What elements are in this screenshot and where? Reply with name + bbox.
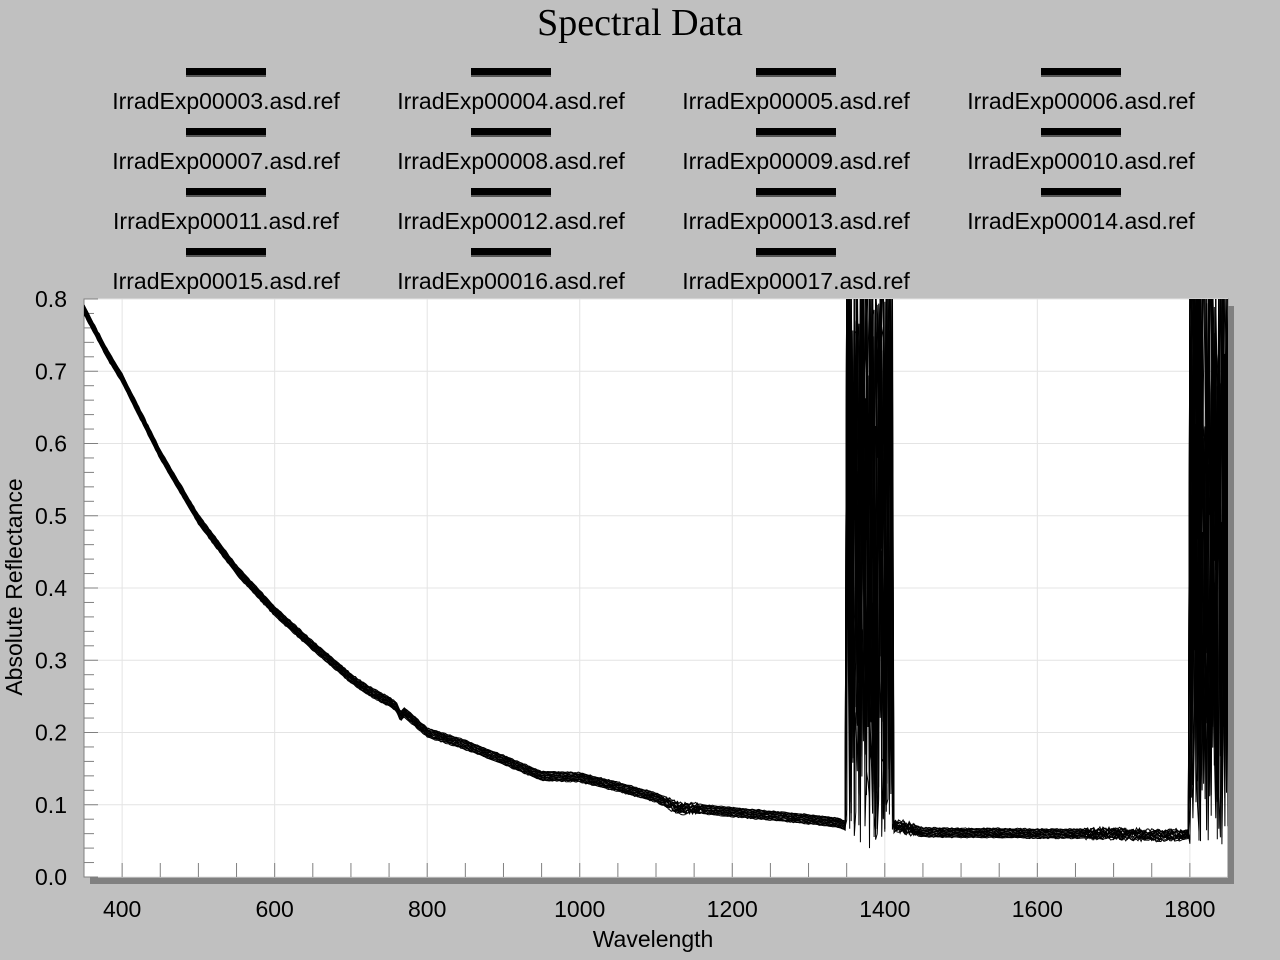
legend-swatch bbox=[1041, 68, 1121, 77]
legend-label: IrradExp00012.asd.ref bbox=[397, 208, 625, 234]
series-layer bbox=[84, 299, 1228, 849]
legend: IrradExp00003.asd.ref IrradExp00004.asd.r… bbox=[0, 0, 1280, 300]
legend-label: IrradExp00014.asd.ref bbox=[967, 208, 1195, 234]
y-tick-label: 0.6 bbox=[35, 431, 67, 457]
legend-label: IrradExp00011.asd.ref bbox=[113, 208, 339, 234]
x-tick-label: 600 bbox=[255, 896, 293, 922]
legend-item: IrradExp00014.asd.ref bbox=[956, 184, 1236, 244]
minor-ticks bbox=[84, 298, 1229, 878]
legend-swatch bbox=[756, 248, 836, 257]
legend-label: IrradExp00016.asd.ref bbox=[397, 268, 625, 294]
legend-item: IrradExp00006.asd.ref bbox=[956, 64, 1236, 124]
legend-swatch bbox=[471, 248, 551, 257]
legend-item: IrradExp00005.asd.ref bbox=[671, 64, 951, 124]
legend-item: IrradExp00012.asd.ref bbox=[386, 184, 666, 244]
y-tick-label: 0.1 bbox=[35, 792, 67, 818]
legend-item: IrradExp00016.asd.ref bbox=[386, 244, 666, 304]
legend-item: IrradExp00009.asd.ref bbox=[671, 124, 951, 184]
y-tick-label: 0.7 bbox=[35, 358, 67, 384]
legend-item: IrradExp00011.asd.ref bbox=[101, 184, 381, 244]
x-tick-label: 1800 bbox=[1164, 896, 1215, 922]
legend-label: IrradExp00015.asd.ref bbox=[112, 268, 340, 294]
y-axis-title: Absolute Reflectance bbox=[1, 478, 27, 695]
y-tick-labels: 0.0 0.1 0.2 0.3 0.4 0.5 0.6 0.7 0.8 bbox=[35, 286, 67, 890]
legend-swatch bbox=[756, 188, 836, 197]
legend-swatch bbox=[471, 188, 551, 197]
x-tick-label: 1000 bbox=[554, 896, 605, 922]
legend-label: IrradExp00010.asd.ref bbox=[967, 148, 1195, 174]
x-tick-label: 1600 bbox=[1012, 896, 1063, 922]
legend-label: IrradExp00003.asd.ref bbox=[112, 88, 340, 114]
y-tick-label: 0.4 bbox=[35, 575, 67, 601]
legend-label: IrradExp00006.asd.ref bbox=[967, 88, 1195, 114]
legend-item: IrradExp00017.asd.ref bbox=[671, 244, 951, 304]
legend-swatch bbox=[471, 128, 551, 137]
y-tick-label: 0.8 bbox=[35, 286, 67, 312]
x-tick-label: 1200 bbox=[707, 896, 758, 922]
x-tick-labels: 400 600 800 1000 1200 1400 1600 1800 bbox=[103, 896, 1216, 922]
legend-swatch bbox=[1041, 188, 1121, 197]
legend-item: IrradExp00010.asd.ref bbox=[956, 124, 1236, 184]
legend-item: IrradExp00007.asd.ref bbox=[101, 124, 381, 184]
x-axis-title: Wavelength bbox=[593, 926, 714, 952]
legend-swatch bbox=[756, 68, 836, 77]
legend-item: IrradExp00013.asd.ref bbox=[671, 184, 951, 244]
chart-title: Spectral Data bbox=[537, 2, 743, 44]
legend-swatch bbox=[186, 68, 266, 77]
x-tick-label: 800 bbox=[408, 896, 446, 922]
legend-label: IrradExp00008.asd.ref bbox=[397, 148, 625, 174]
legend-swatch bbox=[186, 248, 266, 257]
legend-label: IrradExp00013.asd.ref bbox=[682, 208, 910, 234]
legend-swatch bbox=[186, 188, 266, 197]
legend-item: IrradExp00015.asd.ref bbox=[101, 244, 381, 304]
legend-item: IrradExp00003.asd.ref bbox=[101, 64, 381, 124]
legend-swatch bbox=[186, 128, 266, 137]
legend-label: IrradExp00017.asd.ref bbox=[682, 268, 910, 294]
y-tick-label: 0.5 bbox=[35, 503, 67, 529]
legend-swatch bbox=[756, 128, 836, 137]
y-tick-label: 0.3 bbox=[35, 647, 67, 673]
legend-swatch bbox=[471, 68, 551, 77]
legend-item: IrradExp00004.asd.ref bbox=[386, 64, 666, 124]
x-tick-label: 400 bbox=[103, 896, 141, 922]
legend-label: IrradExp00004.asd.ref bbox=[397, 88, 625, 114]
legend-label: IrradExp00009.asd.ref bbox=[682, 148, 910, 174]
legend-item: IrradExp00008.asd.ref bbox=[386, 124, 666, 184]
x-tick-label: 1400 bbox=[859, 896, 910, 922]
legend-label: IrradExp00007.asd.ref bbox=[112, 148, 340, 174]
y-tick-label: 0.2 bbox=[35, 720, 67, 746]
legend-swatch bbox=[1041, 128, 1121, 137]
y-tick-label: 0.0 bbox=[35, 864, 67, 890]
legend-label: IrradExp00005.asd.ref bbox=[682, 88, 910, 114]
series-line bbox=[84, 299, 1228, 840]
